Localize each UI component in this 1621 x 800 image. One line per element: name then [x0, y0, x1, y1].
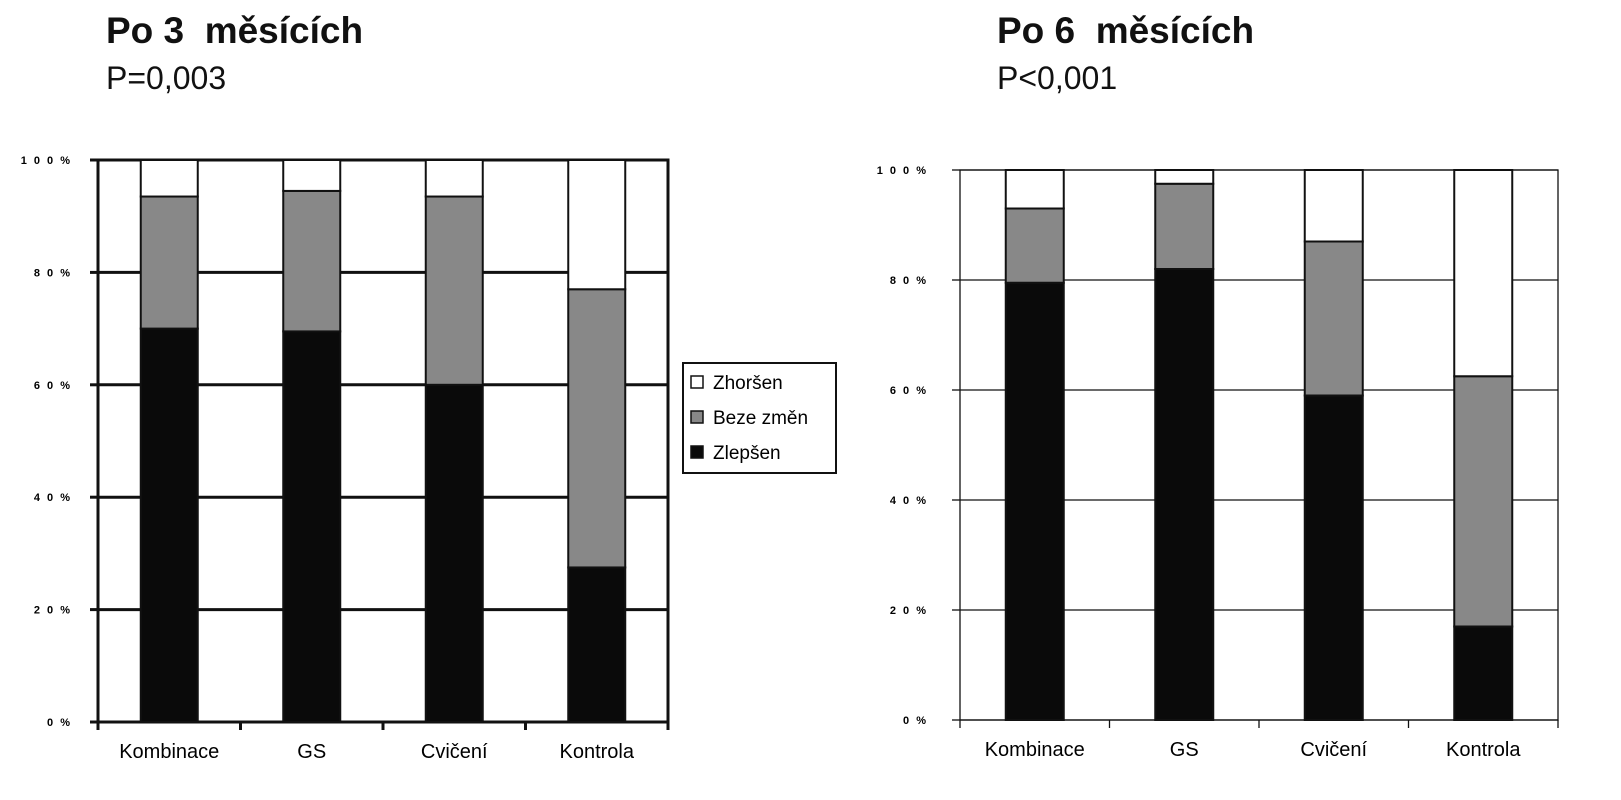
x-category-label: GS: [1170, 739, 1199, 761]
chart-2-title: Po 6 měsících: [997, 10, 1255, 51]
bar-zlepšen: [139, 327, 199, 723]
y-tick-label: 1 0 0 %: [21, 155, 72, 167]
legend-label: Zlepšen: [713, 443, 781, 464]
legend-label: Zhoršen: [713, 373, 783, 394]
bar-zhoršen: [1303, 169, 1364, 243]
bar-zlepšen: [424, 383, 484, 723]
y-tick-label: 2 0 %: [34, 605, 72, 617]
x-category-label: Cvičení: [1300, 739, 1367, 761]
bar-zhoršen: [1154, 169, 1215, 185]
chart-2: 0 % 2 0 % 4 0 % 6 0 % 8 0 % 1 0 0 % Kombinace G…: [877, 165, 1559, 761]
legend-label: Beze změn: [713, 408, 808, 429]
bar-zhoršen: [567, 159, 627, 291]
y-tick-label: 0 %: [903, 715, 928, 727]
legend: Zhoršen Beze změn Zlepšen: [682, 362, 837, 474]
chart-2-p-value: P<0,001: [997, 60, 1118, 96]
legend-swatch: [690, 410, 704, 424]
x-category-label: Cvičení: [421, 741, 488, 763]
bar-beze-změn: [1453, 375, 1514, 628]
bar-zlepšen: [282, 330, 342, 723]
x-category-label: Kontrola: [1446, 739, 1521, 761]
bar-zlepšen: [1004, 281, 1065, 721]
legend-box: [682, 362, 837, 474]
bar-beze-změn: [282, 189, 342, 333]
bar-zhoršen: [1004, 169, 1065, 210]
x-category-label: Kontrola: [560, 741, 635, 763]
chart-1: 0 % 2 0 % 4 0 % 6 0 % 8 0 % 1 0 0 % Kombinace G…: [21, 155, 670, 763]
bar-beze-změn: [1154, 182, 1215, 270]
y-tick-label: 0 %: [47, 717, 72, 729]
bar-zlepšen: [567, 566, 627, 724]
y-tick-label: 8 0 %: [890, 275, 928, 287]
bar-zhoršen: [139, 159, 199, 198]
bar-zhoršen: [282, 159, 342, 192]
bar-beze-změn: [424, 195, 484, 386]
bar-zlepšen: [1154, 268, 1215, 721]
legend-swatch: [690, 445, 704, 459]
y-tick-label: 6 0 %: [34, 380, 72, 392]
bar-zlepšen: [1303, 394, 1364, 721]
bar-zhoršen: [1453, 169, 1514, 378]
y-tick-label: 4 0 %: [890, 495, 928, 507]
bar-beze-změn: [567, 288, 627, 569]
y-tick-label: 2 0 %: [890, 605, 928, 617]
bar-zhoršen: [424, 159, 484, 198]
y-tick-label: 8 0 %: [34, 267, 72, 279]
y-tick-label: 6 0 %: [890, 385, 928, 397]
bar-zlepšen: [1453, 625, 1514, 721]
bar-beze-změn: [139, 195, 199, 330]
chart-1-title: Po 3 měsících: [106, 10, 364, 51]
chart-1-p-value: P=0,003: [106, 60, 227, 96]
x-category-label: GS: [297, 741, 326, 763]
y-tick-label: 1 0 0 %: [877, 165, 928, 177]
x-category-label: Kombinace: [119, 741, 219, 763]
bar-beze-změn: [1004, 207, 1065, 284]
legend-swatch: [690, 375, 704, 389]
x-category-label: Kombinace: [985, 739, 1085, 761]
y-tick-label: 4 0 %: [34, 492, 72, 504]
bar-beze-změn: [1303, 240, 1364, 397]
